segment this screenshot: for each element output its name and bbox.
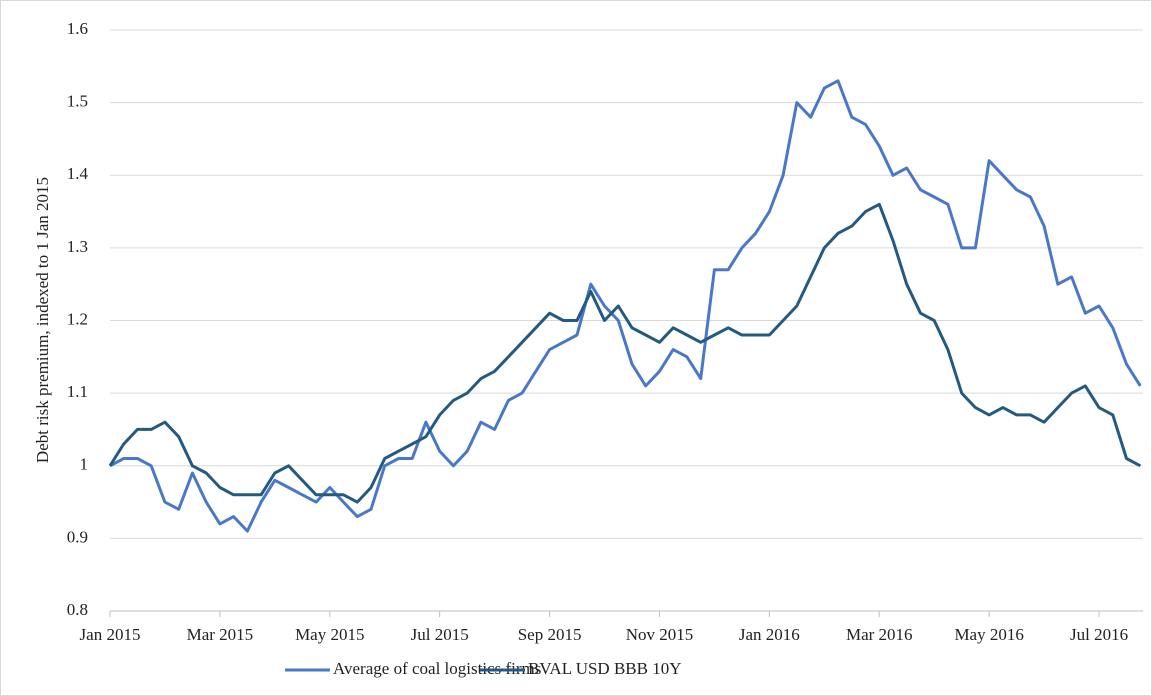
y-tick-label: 1.1 <box>67 382 88 401</box>
x-tick-label: Mar 2015 <box>187 625 254 644</box>
series-line <box>108 202 1142 504</box>
x-tick-label: Jan 2015 <box>80 625 141 644</box>
legend-label: BVAL USD BBB 10Y <box>528 659 682 678</box>
legend-label: Average of coal logistics firms <box>333 659 541 678</box>
x-tick-label: Jul 2015 <box>411 625 469 644</box>
series-line <box>109 79 1142 533</box>
y-tick-label: 1.4 <box>67 164 89 183</box>
x-tick-label: Mar 2016 <box>846 625 913 644</box>
x-tick-label: May 2016 <box>954 625 1023 644</box>
y-tick-label: 1.2 <box>67 309 88 328</box>
y-tick-label: 0.8 <box>67 600 88 619</box>
x-tick-label: May 2015 <box>295 625 364 644</box>
y-tick-label: 1.3 <box>67 237 88 256</box>
x-tick-label: Nov 2015 <box>626 625 694 644</box>
y-axis-label: Debt risk premium, indexed to 1 Jan 2015 <box>33 177 52 463</box>
x-tick-label: Jul 2016 <box>1070 625 1128 644</box>
y-tick-label: 0.9 <box>67 527 88 546</box>
y-tick-label: 1.5 <box>67 92 88 111</box>
y-tick-label: 1.6 <box>67 19 88 38</box>
y-tick-label: 1 <box>80 455 89 474</box>
x-tick-label: Sep 2015 <box>518 625 582 644</box>
x-tick-label: Jan 2016 <box>739 625 800 644</box>
